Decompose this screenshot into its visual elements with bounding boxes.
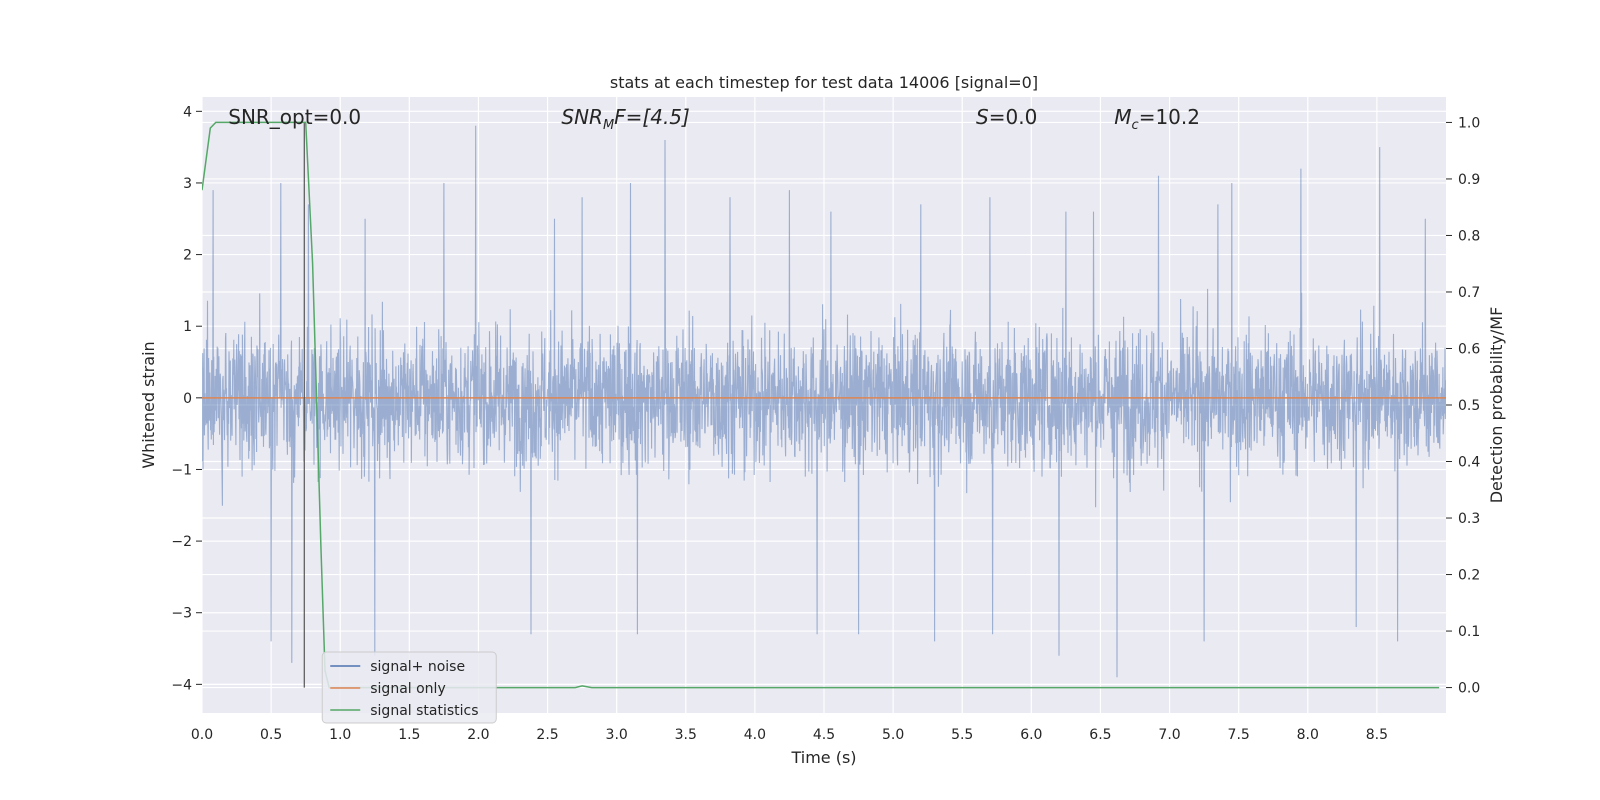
- x-tick-label: 3.5: [675, 727, 697, 743]
- annotation-snr-mf-rest: F=[4.5]: [614, 105, 690, 129]
- x-tick-label: 4.5: [813, 727, 835, 743]
- legend-label-signal-only: signal only: [370, 681, 445, 697]
- annotation-snr-mf-main: SNR: [561, 105, 603, 129]
- y-axis-label: Whitened strain: [139, 341, 158, 468]
- annotation-mc-sub: c: [1132, 118, 1139, 133]
- y-right-tick-label: 0.5: [1458, 398, 1480, 414]
- annotation-s: S=0.0: [976, 105, 1037, 129]
- y-right-axis-ticks: 0.0 0.1 0.2 0.3 0.4 0.5 0.6 0.7 0.8 0.9 1.0: [1446, 115, 1480, 697]
- series-signal-noise: [202, 125, 1446, 678]
- x-tick-label: 8.0: [1297, 727, 1319, 743]
- x-tick-label: 3.0: [606, 727, 628, 743]
- x-tick-label: 1.5: [398, 727, 420, 743]
- y-tick-label: 3: [183, 176, 192, 192]
- y-tick-label: 4: [183, 104, 192, 120]
- annotation-s-rest: =0.0: [989, 105, 1038, 129]
- y-tick-label: 2: [183, 248, 192, 264]
- x-tick-label: 4.0: [744, 727, 766, 743]
- y-tick-label: −3: [171, 606, 192, 622]
- x-tick-label: 1.0: [329, 727, 351, 743]
- x-axis-ticks: 0.0 0.5 1.0 1.5 2.0 2.5 3.0 3.5 4.0 4.5 5.0 5.5 6.0 6…: [191, 727, 1388, 743]
- y-tick-label: −4: [171, 677, 192, 693]
- y-right-tick-label: 0.3: [1458, 511, 1480, 527]
- x-tick-label: 0.5: [260, 727, 282, 743]
- y-right-tick-label: 0.1: [1458, 624, 1480, 640]
- y-tick-label: 1: [183, 319, 192, 335]
- y-tick-label: −1: [171, 462, 192, 478]
- y-axis-ticks: −4 −3 −2 −1 0 1 2 3 4: [171, 104, 202, 693]
- y-right-tick-label: 0.8: [1458, 228, 1480, 244]
- annotation-mc: Mc=10.2: [1114, 105, 1200, 133]
- x-tick-label: 6.0: [1020, 727, 1042, 743]
- annotation-snr-opt: SNR_opt=0.0: [228, 105, 361, 129]
- legend-label-signal-noise: signal+ noise: [370, 659, 465, 675]
- y-right-tick-label: 0.7: [1458, 285, 1480, 301]
- y-right-tick-label: 0.4: [1458, 455, 1480, 471]
- legend: signal+ noise signal only signal statist…: [321, 651, 497, 724]
- y-right-tick-label: 0.6: [1458, 341, 1480, 357]
- x-tick-label: 2.5: [536, 727, 558, 743]
- y-right-axis-label: Detection probability/MF: [1487, 307, 1506, 504]
- chart-title: stats at each timestep for test data 140…: [610, 73, 1038, 92]
- y-right-tick-label: 0.2: [1458, 568, 1480, 584]
- legend-box: [321, 651, 497, 724]
- y-tick-label: 0: [183, 391, 192, 407]
- annotation-s-main: S: [976, 105, 989, 129]
- legend-label-signal-statistics: signal statistics: [370, 703, 478, 719]
- x-tick-label: 7.5: [1228, 727, 1250, 743]
- x-tick-label: 6.5: [1089, 727, 1111, 743]
- y-right-tick-label: 0.9: [1458, 172, 1480, 188]
- annotation-mc-rest: =10.2: [1139, 105, 1200, 129]
- x-tick-label: 5.0: [882, 727, 904, 743]
- y-right-tick-label: 1.0: [1458, 115, 1480, 131]
- x-tick-label: 2.0: [467, 727, 489, 743]
- x-tick-label: 5.5: [951, 727, 973, 743]
- x-axis-label: Time (s): [790, 748, 856, 767]
- x-tick-label: 8.5: [1366, 727, 1388, 743]
- x-tick-label: 0.0: [191, 727, 213, 743]
- grid-horizontal: [202, 110, 1446, 685]
- annotation-mc-main: M: [1114, 105, 1131, 129]
- y-right-tick-label: 0.0: [1458, 681, 1480, 697]
- x-tick-label: 7.0: [1158, 727, 1180, 743]
- annotation-snr-mf-sub: M: [603, 118, 614, 133]
- annotation-snr-mf: SNRMF=[4.5]: [561, 105, 689, 133]
- y-tick-label: −2: [171, 534, 192, 550]
